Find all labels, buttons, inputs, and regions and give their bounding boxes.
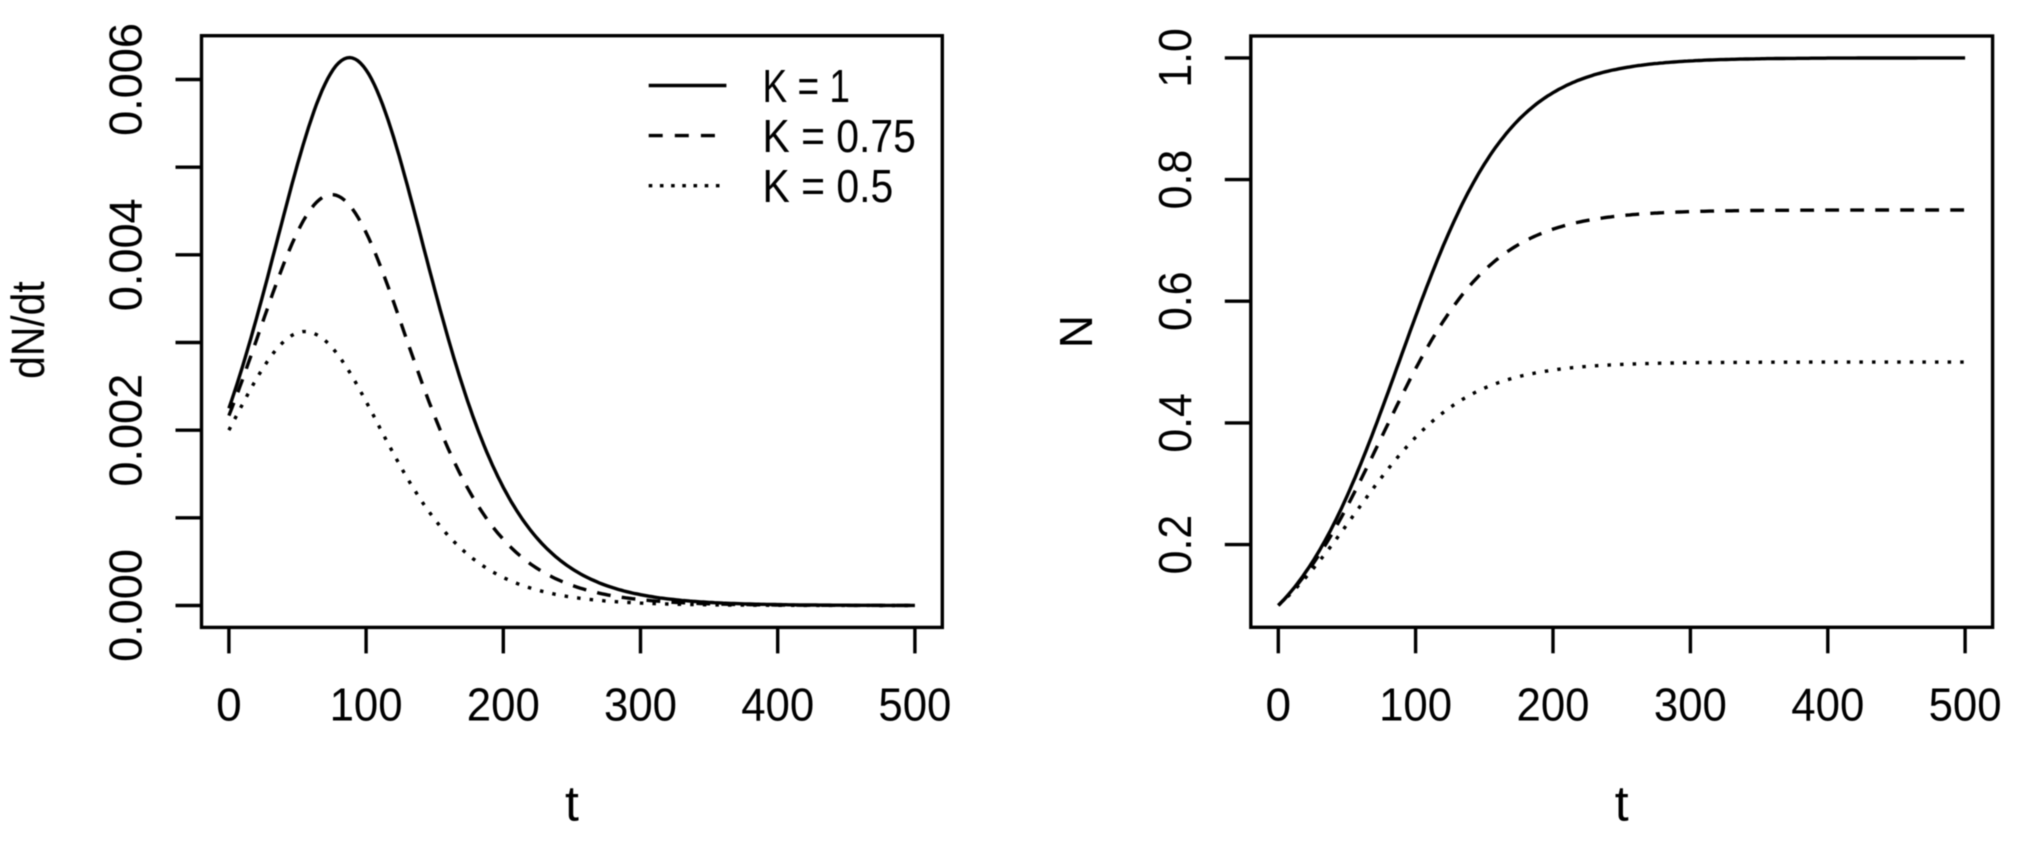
svg-text:K = 1: K = 1 bbox=[763, 60, 850, 112]
svg-text:0: 0 bbox=[216, 679, 242, 731]
svg-text:100: 100 bbox=[330, 679, 403, 731]
svg-text:400: 400 bbox=[741, 679, 814, 731]
svg-text:0.8: 0.8 bbox=[1149, 150, 1201, 210]
svg-text:500: 500 bbox=[878, 679, 951, 731]
svg-text:500: 500 bbox=[1929, 679, 2002, 731]
svg-text:N: N bbox=[1050, 315, 1102, 348]
svg-text:100: 100 bbox=[1379, 679, 1452, 731]
svg-text:0: 0 bbox=[1266, 679, 1292, 731]
svg-text:0.4: 0.4 bbox=[1149, 393, 1201, 453]
svg-text:0.002: 0.002 bbox=[100, 374, 152, 487]
svg-text:300: 300 bbox=[1654, 679, 1727, 731]
svg-text:t: t bbox=[1615, 776, 1629, 832]
svg-text:K = 0.75: K = 0.75 bbox=[763, 110, 916, 162]
svg-text:K = 0.5: K = 0.5 bbox=[763, 160, 894, 212]
svg-text:t: t bbox=[565, 776, 579, 832]
svg-text:0.2: 0.2 bbox=[1149, 515, 1201, 575]
svg-text:0.000: 0.000 bbox=[100, 549, 152, 662]
svg-text:400: 400 bbox=[1791, 679, 1864, 731]
svg-text:200: 200 bbox=[1517, 679, 1590, 731]
svg-text:0.004: 0.004 bbox=[100, 198, 152, 311]
svg-text:200: 200 bbox=[467, 679, 540, 731]
svg-text:dN/dt: dN/dt bbox=[2, 281, 54, 379]
svg-text:0.006: 0.006 bbox=[100, 23, 152, 136]
svg-text:300: 300 bbox=[604, 679, 677, 731]
svg-text:0.6: 0.6 bbox=[1149, 271, 1201, 331]
svg-text:1.0: 1.0 bbox=[1149, 28, 1201, 88]
